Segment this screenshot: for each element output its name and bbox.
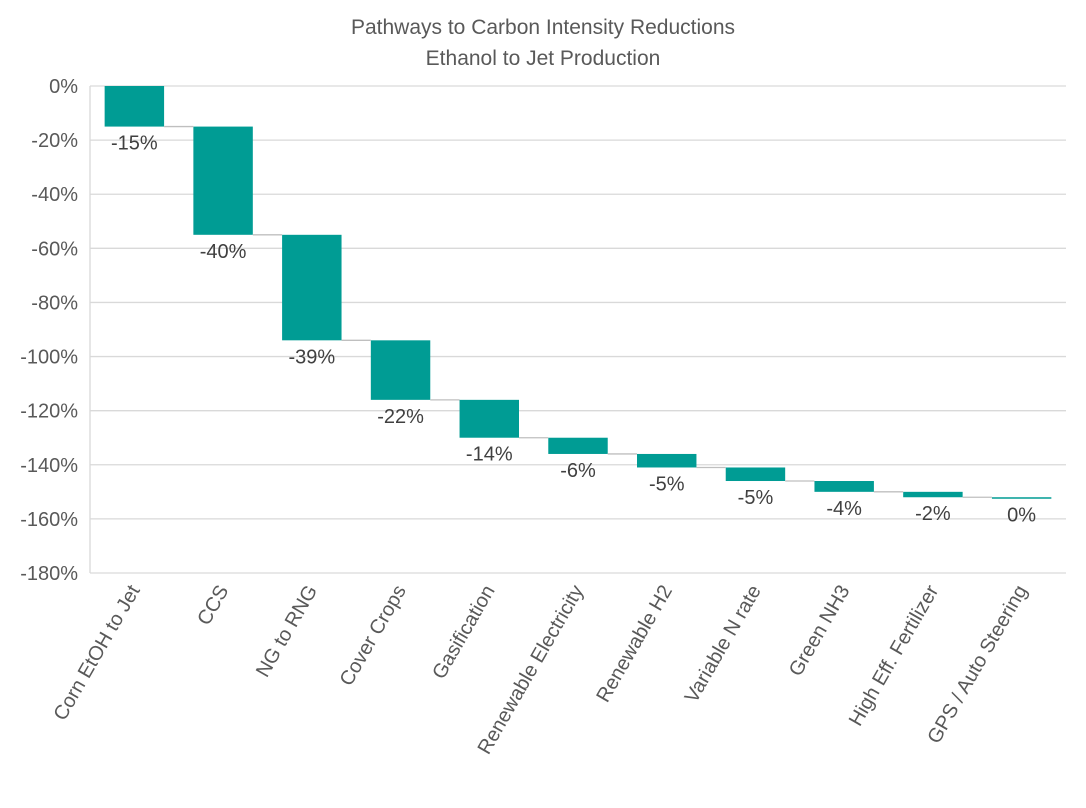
- x-tick-label: CCS: [193, 582, 233, 630]
- waterfall-bar: [903, 491, 963, 498]
- waterfall-bar: [193, 126, 253, 235]
- data-label: -15%: [111, 133, 158, 155]
- data-label: -5%: [738, 487, 774, 509]
- y-tick-label: -120%: [20, 401, 78, 423]
- data-label: -2%: [915, 503, 951, 525]
- y-tick-label: 0%: [49, 76, 78, 98]
- y-tick-label: -100%: [20, 347, 78, 369]
- data-label: -5%: [649, 473, 685, 495]
- x-tick-label: NG to RNG: [252, 582, 322, 682]
- waterfall-bar: [104, 86, 165, 127]
- waterfall-bar: [725, 467, 786, 482]
- x-tick-label: Corn EtOH to Jet: [50, 581, 145, 724]
- waterfall-bar: [282, 234, 342, 341]
- y-tick-label: -80%: [31, 292, 78, 314]
- x-tick-label: Variable N rate: [681, 582, 766, 707]
- data-label: -39%: [288, 346, 335, 368]
- data-label: -4%: [826, 498, 862, 520]
- y-tick-label: -60%: [31, 238, 78, 260]
- chart-subtitle: Ethanol to Jet Production: [425, 47, 661, 70]
- waterfall-bar: [814, 481, 874, 492]
- x-tick-label: Renewable Electricity: [474, 582, 589, 759]
- y-tick-label: -160%: [20, 509, 78, 531]
- chart-title: Pathways to Carbon Intensity Reductions: [350, 16, 736, 39]
- data-label: -14%: [466, 444, 513, 466]
- x-tick-label: Renewable H2: [592, 582, 677, 707]
- data-label: -40%: [200, 241, 247, 263]
- data-label: -22%: [377, 406, 424, 428]
- x-tick-label: Gasification: [428, 582, 499, 683]
- data-label: 0%: [1007, 505, 1036, 527]
- y-tick-label: -40%: [31, 184, 78, 206]
- y-tick-label: -180%: [20, 563, 78, 585]
- data-label: -6%: [560, 460, 596, 482]
- x-tick-label: Green NH3: [785, 582, 855, 681]
- waterfall-bar: [548, 437, 608, 454]
- x-tick-label: High Eff. Fertilizer: [845, 581, 944, 730]
- x-tick-label: GPS / Auto Steering: [923, 582, 1032, 748]
- waterfall-bar: [370, 340, 431, 400]
- waterfall-bar: [459, 399, 519, 438]
- y-tick-label: -20%: [31, 130, 78, 152]
- waterfall-bar: [991, 497, 1052, 499]
- waterfall-bar: [637, 453, 697, 468]
- x-tick-label: Cover Crops: [336, 582, 411, 690]
- y-tick-label: -140%: [20, 455, 78, 477]
